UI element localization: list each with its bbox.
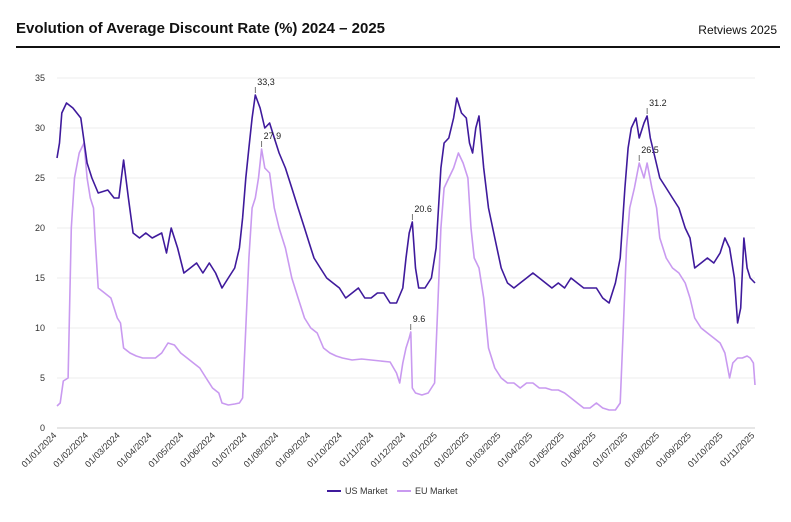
series-line-eu-market [56, 142, 756, 411]
brand-label: Retviews 2025 [698, 23, 777, 37]
x-tick-label: 01/11/2025 [718, 430, 756, 468]
y-tick-label: 35 [35, 73, 45, 83]
data-label: 9.6 [413, 314, 426, 324]
title-divider [16, 46, 780, 48]
y-tick-label: 25 [35, 173, 45, 183]
data-label: 33,3 [257, 77, 275, 87]
annotations: 33,3 27,9 20.6 9.6 31.2 26.5 [254, 77, 667, 330]
y-tick-label: 0 [40, 423, 45, 433]
chart-title: Evolution of Average Discount Rate (%) 2… [16, 20, 386, 37]
y-tick-label: 5 [40, 373, 45, 383]
data-label: 20.6 [414, 204, 432, 214]
data-label: 31.2 [649, 98, 667, 108]
x-axis-ticks: 01/01/202401/02/202401/03/202401/04/2024… [19, 430, 756, 469]
y-tick-label: 20 [35, 223, 45, 233]
data-label: 26.5 [641, 145, 659, 155]
series-line-us-market [56, 94, 756, 324]
legend: US Market EU Market [327, 486, 458, 496]
y-tick-label: 10 [35, 323, 45, 333]
y-gridlines [57, 77, 755, 429]
data-label: 27,9 [264, 131, 282, 141]
legend-label: EU Market [415, 486, 458, 496]
y-tick-label: 30 [35, 123, 45, 133]
legend-label: US Market [345, 486, 388, 496]
series-lines [56, 94, 756, 411]
y-axis-ticks: 0 5 10 15 20 25 30 35 [35, 73, 45, 433]
y-tick-label: 15 [35, 273, 45, 283]
